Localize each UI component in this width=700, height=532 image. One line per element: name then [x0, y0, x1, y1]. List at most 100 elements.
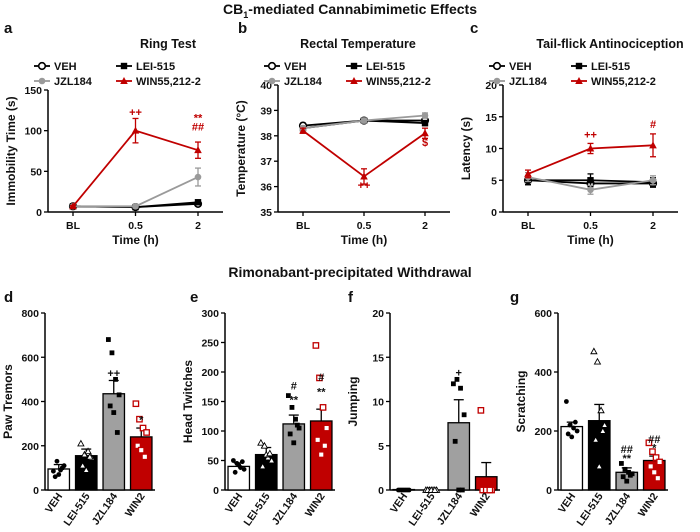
- data-point: [319, 404, 327, 411]
- y-tick-label: 50: [207, 456, 219, 468]
- y-tick-label: 250: [201, 338, 219, 350]
- data-point: [600, 421, 609, 428]
- data-point: [116, 392, 122, 398]
- y-tick-label: 0: [491, 207, 497, 219]
- significance-annotation: #: [650, 119, 656, 131]
- significance-annotation: *: [139, 415, 144, 427]
- data-point: [627, 472, 633, 478]
- x-tick-label: VEH: [388, 491, 410, 516]
- data-point: [650, 468, 658, 476]
- data-point: [230, 458, 236, 463]
- data-point: [296, 425, 302, 431]
- y-tick-label: 0: [378, 485, 384, 497]
- x-axis-label: Time (h): [112, 233, 158, 247]
- chart-title: Tail-flick Antinociception: [536, 37, 683, 51]
- data-point: [50, 468, 56, 474]
- panel-letter: b: [238, 20, 247, 37]
- data-point: [260, 441, 269, 449]
- y-tick-label: 10: [485, 144, 497, 156]
- bar-group-win2: [474, 406, 498, 494]
- y-tick-label: 50: [30, 166, 42, 178]
- chart-a: a Ring Test 0 50 100 150 BL 0.5 2 Time (h) Immobil…: [4, 20, 223, 247]
- data-point: [524, 169, 532, 177]
- x-tick-label: LEI-515: [61, 491, 92, 529]
- legend-label: WIN55,212-2: [136, 76, 201, 88]
- y-axis-label: Head Twitches: [181, 360, 195, 443]
- data-point: [56, 472, 62, 477]
- series-line: [73, 176, 199, 208]
- data-point: [421, 112, 429, 119]
- y-tick-label: 39: [260, 105, 272, 117]
- legend: VEH LEI-515 JZL184 WIN55,212-2: [264, 61, 431, 88]
- data-point: [113, 376, 118, 382]
- data-point: [563, 399, 569, 404]
- data-point: [114, 430, 120, 435]
- data-point: [586, 144, 595, 152]
- data-point: [77, 439, 85, 447]
- significance-annotation: #: [318, 372, 324, 384]
- data-point: [597, 406, 605, 414]
- legend-marker: [492, 61, 502, 71]
- significance-annotation: #: [291, 381, 297, 393]
- chart-title: Ring Test: [140, 37, 197, 51]
- x-tick-label: 2: [422, 220, 428, 232]
- data-point: [111, 410, 117, 415]
- x-tick-label: WIN2: [468, 491, 493, 520]
- y-tick-label: 38: [260, 131, 272, 143]
- legend-label: WIN55,212-2: [591, 76, 656, 88]
- x-tick-label: VEH: [556, 491, 578, 516]
- data-point: [194, 199, 202, 206]
- data-point: [649, 141, 657, 149]
- x-tick-label: LEI-515: [574, 491, 605, 529]
- bar-group-lei-515: [254, 438, 278, 491]
- y-tick-label: 200: [534, 426, 552, 438]
- x-tick-label: BL: [296, 220, 311, 232]
- bar-group-win2: [309, 342, 333, 491]
- bar-group-lei-515: [587, 347, 611, 491]
- data-point: [258, 462, 267, 470]
- legend-label: VEH: [284, 61, 307, 73]
- data-point: [105, 337, 111, 342]
- y-axis-label: Jumping: [346, 377, 360, 427]
- bar-group-jzl184: [615, 461, 639, 491]
- significance-annotation: ++: [107, 368, 120, 380]
- data-point: [574, 428, 580, 434]
- bar: [282, 423, 306, 491]
- data-point: [59, 465, 65, 471]
- y-tick-label: 600: [21, 352, 39, 364]
- data-point: [620, 474, 626, 480]
- y-tick-label: 37: [260, 156, 272, 168]
- data-point: [136, 415, 143, 423]
- bar-group-veh: [227, 458, 251, 491]
- significance-annotation: **: [622, 453, 631, 465]
- x-tick-label: JZL184: [603, 491, 634, 528]
- significance-annotation: ++: [584, 129, 597, 141]
- data-point: [239, 459, 245, 465]
- data-point: [134, 442, 142, 450]
- legend-label: LEI-515: [366, 61, 405, 73]
- panel-letter: g: [510, 289, 519, 306]
- data-point: [587, 177, 594, 184]
- data-point: [652, 454, 660, 461]
- x-tick-label: 2: [195, 220, 201, 232]
- data-point: [486, 486, 494, 494]
- data-point: [595, 462, 604, 470]
- y-tick-label: 0: [546, 485, 552, 497]
- y-tick-label: 0: [213, 485, 219, 497]
- legend-marker: [493, 77, 501, 85]
- bar: [587, 420, 611, 491]
- legend: VEH LEI-515 JZL184 WIN55,212-2: [34, 61, 201, 88]
- y-tick-label: 200: [201, 367, 219, 379]
- data-point: [236, 462, 242, 468]
- legend-marker: [575, 77, 583, 84]
- legend-label: VEH: [509, 61, 532, 73]
- data-point: [456, 487, 462, 493]
- chart-b: b Rectal Temperature 35 36 37 38 39 40 BL 0.5 2 Tim…: [234, 20, 450, 247]
- data-point: [397, 487, 403, 493]
- data-point: [137, 446, 145, 454]
- bar-group-lei-515: [422, 486, 441, 493]
- y-tick-label: 20: [485, 80, 497, 92]
- data-point: [294, 422, 300, 428]
- bar-group-jzl184: [447, 376, 471, 493]
